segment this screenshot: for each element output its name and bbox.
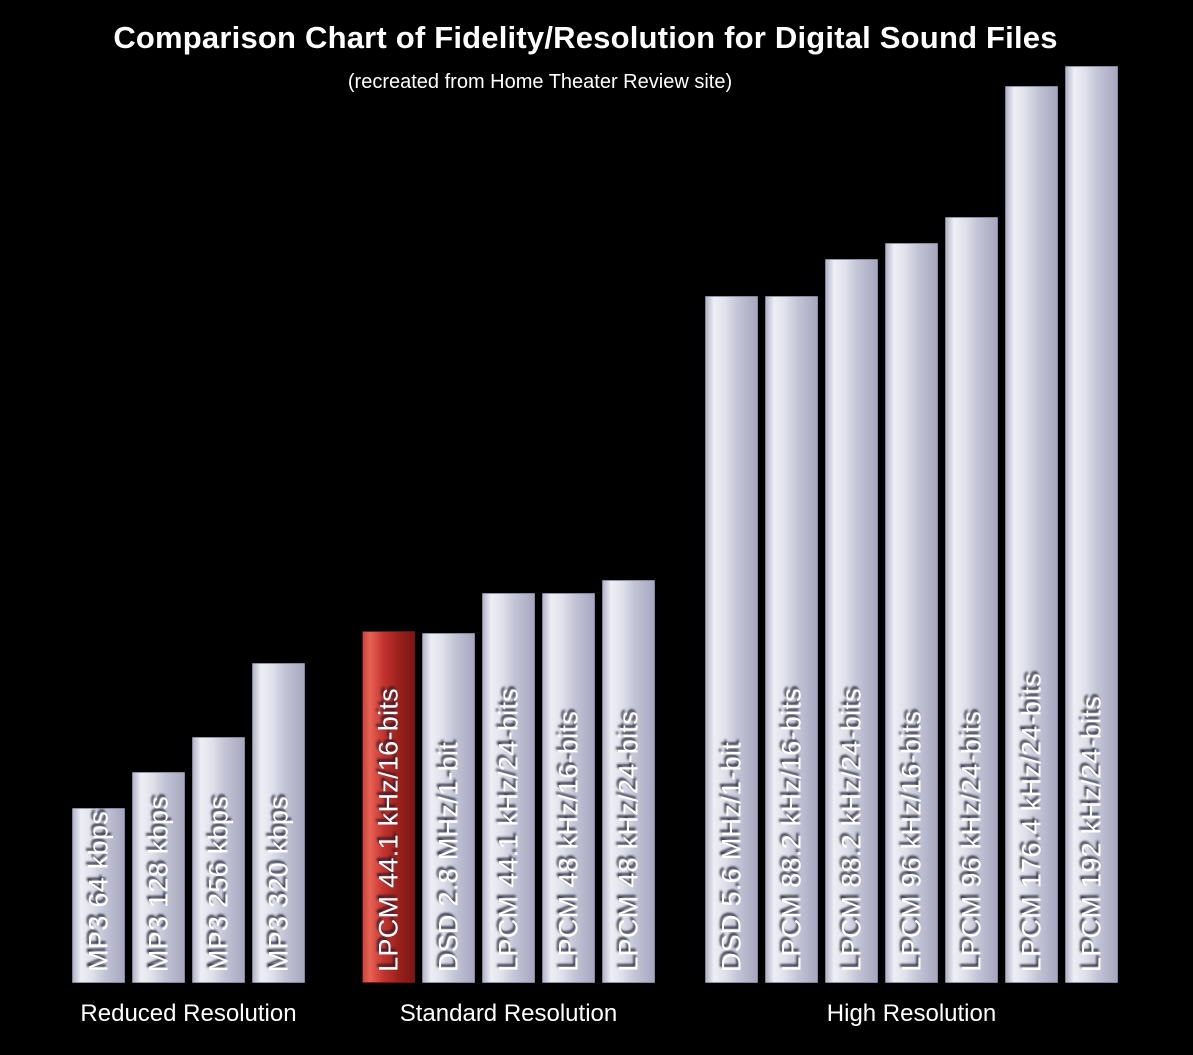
bar-label: LPCM 48 kHz/16-bits	[553, 711, 583, 972]
chart-title: Comparison Chart of Fidelity/Resolution …	[113, 20, 1058, 55]
chart-subtitle: (recreated from Home Theater Review site…	[347, 71, 733, 93]
bar-label: LPCM 48 kHz/24-bits	[613, 711, 643, 972]
bar-lpcm-96-khz-16-bits: LPCM 96 kHz/16-bits	[885, 243, 938, 983]
bar-label: MP3 256 kbps	[203, 795, 233, 972]
bar-label: DSD 2.8 MHz/1-bit	[433, 741, 463, 972]
bar-label: LPCM 88.2 kHz/16-bits	[776, 688, 806, 972]
bar-mp3-128-kbps: MP3 128 kbps	[132, 772, 185, 983]
bar-label: MP3 128 kbps	[143, 795, 173, 972]
bar-lpcm-192-khz-24-bits: LPCM 192 kHz/24-bits	[1065, 66, 1118, 983]
bar-dsd-5-6-mhz-1-bit: DSD 5.6 MHz/1-bit	[705, 296, 758, 983]
bar-label: LPCM 88.2 kHz/24-bits	[836, 688, 866, 972]
bar-label: MP3 320 kbps	[263, 795, 293, 972]
bar-mp3-320-kbps: MP3 320 kbps	[252, 663, 305, 983]
bar-label: LPCM 44.1 kHz/16-bits	[373, 688, 403, 972]
bar-lpcm-44-1-khz-16-bits: LPCM 44.1 kHz/16-bits	[362, 631, 415, 983]
group-label-standard-resolution: Standard Resolution	[399, 1000, 618, 1027]
bar-lpcm-96-khz-24-bits: LPCM 96 kHz/24-bits	[945, 217, 998, 983]
bar-group-reduced-resolution: MP3 64 kbps MP3 128 kbps MP3 256 kbps MP3 3…	[72, 0, 305, 983]
bar-mp3-64-kbps: MP3 64 kbps	[72, 808, 125, 983]
bar-label: MP3 64 kbps	[83, 811, 113, 972]
bar-lpcm-88-2-khz-16-bits: LPCM 88.2 kHz/16-bits	[765, 296, 818, 983]
bar-group-standard-resolution: LPCM 44.1 kHz/16-bits DSD 2.8 MHz/1-bit LP…	[362, 0, 655, 983]
bar-lpcm-44-1-khz-24-bits: LPCM 44.1 kHz/24-bits	[482, 593, 535, 983]
bar-dsd-2-8-mhz-1-bit: DSD 2.8 MHz/1-bit	[422, 633, 475, 983]
bar-mp3-256-kbps: MP3 256 kbps	[192, 737, 245, 983]
plot-area: MP3 64 kbps MP3 128 kbps MP3 256 kbps MP3 3…	[72, 0, 1118, 983]
bar-label: DSD 5.6 MHz/1-bit	[716, 741, 746, 972]
bar-label: LPCM 96 kHz/24-bits	[956, 711, 986, 972]
group-label-high-resolution: High Resolution	[826, 1000, 997, 1027]
bar-lpcm-48-khz-24-bits: LPCM 48 kHz/24-bits	[602, 580, 655, 983]
bar-lpcm-176-4-khz-24-bits: LPCM 176.4 kHz/24-bits	[1005, 86, 1058, 983]
bar-group-high-resolution: DSD 5.6 MHz/1-bit LPCM 88.2 kHz/16-bits LP…	[705, 0, 1118, 983]
bar-label: LPCM 96 kHz/16-bits	[896, 711, 926, 972]
bar-lpcm-48-khz-16-bits: LPCM 48 kHz/16-bits	[542, 593, 595, 983]
bar-label: LPCM 192 kHz/24-bits	[1076, 695, 1106, 972]
group-label-reduced-resolution: Reduced Resolution	[80, 1000, 297, 1027]
bar-label: LPCM 44.1 kHz/24-bits	[493, 688, 523, 972]
bar-lpcm-88-2-khz-24-bits: LPCM 88.2 kHz/24-bits	[825, 259, 878, 983]
bar-label: LPCM 176.4 kHz/24-bits	[1016, 672, 1046, 972]
